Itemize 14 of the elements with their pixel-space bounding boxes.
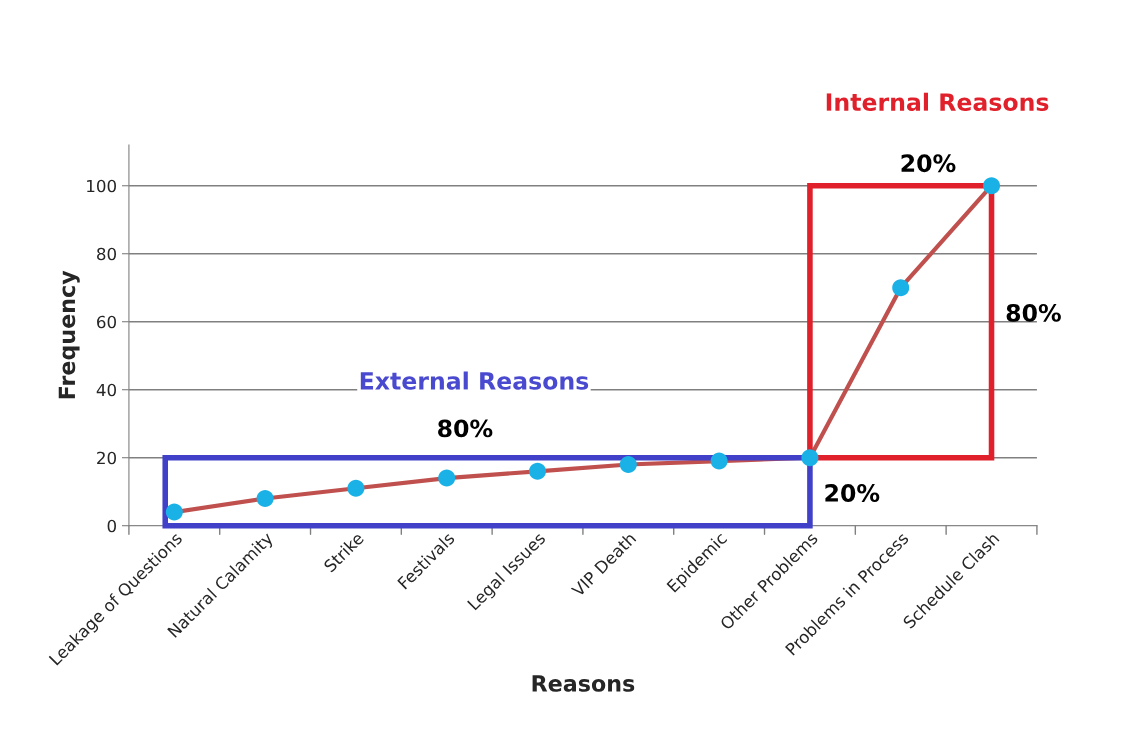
y-tick-label: 80 [97, 247, 116, 261]
y-tick-label: 40 [96, 383, 116, 397]
annotation: 20% [825, 484, 880, 502]
y-axis-title: Frequency [58, 270, 80, 399]
annotation: External Reasons [360, 371, 589, 390]
x-axis-title: Reasons [532, 675, 635, 692]
y-tick-label: 100 [87, 179, 116, 193]
annotation: 20% [901, 154, 956, 173]
y-tick-label: 0 [107, 519, 116, 533]
y-tick-label: 20 [97, 451, 116, 465]
y-tick-label: 60 [97, 315, 116, 329]
text: Internal Reasons [826, 92, 1049, 111]
annotation: 80% [1006, 303, 1061, 322]
annotation: 80% [438, 419, 493, 438]
